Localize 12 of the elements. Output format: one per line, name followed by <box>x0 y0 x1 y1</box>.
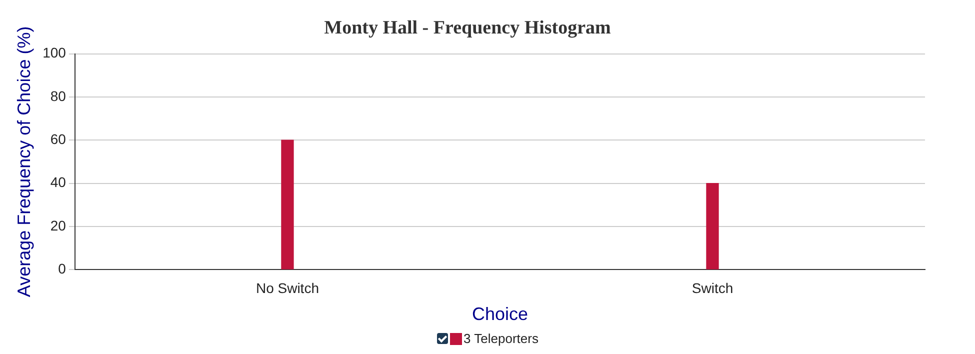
y-tick-label: 100 <box>42 44 66 61</box>
y-axis-title: Average Frequency of Choice (%) <box>14 26 34 298</box>
x-axis-title: Choice <box>472 304 528 324</box>
y-tick-label: 0 <box>58 260 66 276</box>
y-tick-label: 40 <box>50 174 66 190</box>
y-tick-label: 80 <box>50 88 66 104</box>
y-tick-label: 20 <box>50 217 66 234</box>
y-tick-label: 60 <box>50 130 66 147</box>
x-tick-label: Switch <box>692 280 734 296</box>
x-tick-label: No Switch <box>256 280 319 296</box>
chart-title: Monty Hall - Frequency Histogram <box>324 17 612 38</box>
legend-label: 3 Teleporters <box>464 331 538 346</box>
